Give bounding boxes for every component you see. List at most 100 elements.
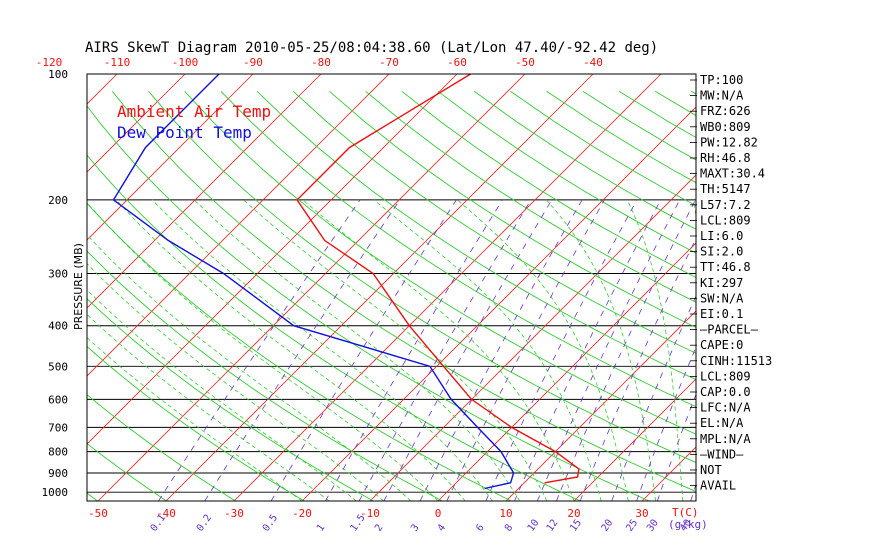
mixing-ratio-tick-label: 8 bbox=[503, 522, 515, 533]
index-label: —WIND— bbox=[700, 447, 744, 461]
isotherm-line bbox=[233, 74, 662, 501]
pressure-tick-label: 1000 bbox=[42, 486, 69, 499]
moist-adiabat-line bbox=[193, 199, 520, 501]
mixing-ratio-tick-label: 6 bbox=[474, 522, 486, 533]
bottom-temp-tick-label: 10 bbox=[499, 507, 512, 520]
index-label: L57:7.2 bbox=[700, 198, 751, 212]
dry-adiabat-line bbox=[184, 90, 696, 435]
isotherm-line bbox=[87, 74, 254, 241]
top-temp-tick-label: -100 bbox=[172, 56, 199, 69]
mixing-ratio-tick-label: 0.5 bbox=[261, 513, 280, 534]
moist-adiabat-line bbox=[545, 199, 656, 501]
dry-adiabat-line bbox=[87, 298, 374, 501]
plot-frame bbox=[86, 73, 697, 502]
index-label: KI:297 bbox=[700, 276, 743, 290]
bottom-temp-tick-label: 30 bbox=[635, 507, 648, 520]
bottom-temp-tick-label: -30 bbox=[224, 507, 244, 520]
air-temp-line bbox=[296, 74, 580, 484]
index-label: —PARCEL— bbox=[700, 323, 759, 337]
mixing-ratio-line bbox=[514, 199, 662, 501]
dry-adiabat-line bbox=[87, 345, 305, 501]
top-temp-tick-label: -60 bbox=[447, 56, 467, 69]
mixing-ratio-tick-label: 0.2 bbox=[195, 513, 214, 534]
chart-title: AIRS SkewT Diagram 2010-05-25/08:04:38.6… bbox=[85, 40, 658, 56]
isotherm-line bbox=[301, 106, 696, 501]
moist-adiabat-line bbox=[87, 289, 357, 501]
index-label: LI:6.0 bbox=[700, 229, 743, 243]
isotherm-line bbox=[87, 74, 322, 309]
mixing-ratio-unit-label: (g/kg) bbox=[668, 518, 708, 531]
index-label: MAXT:30.4 bbox=[700, 167, 765, 181]
temp-unit-label: T(C) bbox=[672, 506, 699, 519]
mixing-ratio-tick-label: 2 bbox=[373, 522, 385, 533]
mixing-ratio-line bbox=[419, 199, 583, 501]
index-label: TP:100 bbox=[700, 73, 743, 87]
dry-adiabat-line bbox=[437, 90, 696, 254]
mixing-ratio-tick-label: 10 bbox=[526, 518, 542, 534]
dry-adiabat-line bbox=[87, 154, 581, 501]
mixing-ratio-line bbox=[636, 346, 696, 501]
moist-adiabat-line bbox=[626, 199, 684, 501]
moist-adiabat-line bbox=[87, 202, 439, 501]
moist-adiabat-line bbox=[87, 336, 303, 501]
dry-adiabat-line bbox=[365, 90, 696, 303]
bottom-temp-tick-label: -20 bbox=[292, 507, 312, 520]
pressure-tick-label: 900 bbox=[48, 467, 68, 480]
bottom-temp-tick-label: -50 bbox=[88, 507, 108, 520]
bottom-temp-tick-label: 0 bbox=[435, 507, 442, 520]
mixing-ratio-line bbox=[358, 199, 532, 501]
index-label: SW:N/A bbox=[700, 291, 744, 305]
mixing-ratio-line bbox=[383, 199, 553, 501]
dry-adiabat-line bbox=[220, 90, 696, 408]
mixing-ratio-tick-label: 1 bbox=[315, 522, 327, 533]
moist-adiabat-line bbox=[151, 199, 493, 501]
top-temp-tick-label: -90 bbox=[243, 56, 263, 69]
pressure-tick-label: 800 bbox=[48, 446, 68, 459]
mixing-ratio-line bbox=[579, 237, 696, 501]
moist-adiabat-line bbox=[115, 199, 466, 501]
index-label: TH:5147 bbox=[700, 182, 751, 196]
index-label: CAPE:0 bbox=[700, 338, 743, 352]
dry-adiabat-line bbox=[87, 105, 650, 501]
index-label: LCL:809 bbox=[700, 369, 751, 383]
dry-adiabat-line bbox=[329, 90, 696, 328]
moist-adiabat-line bbox=[243, 199, 548, 501]
mixing-ratio-line bbox=[158, 199, 361, 501]
isotherm-line bbox=[778, 74, 870, 501]
top-temp-tick-label: -120 bbox=[36, 56, 63, 69]
isotherm-line bbox=[165, 74, 594, 501]
pressure-tick-label: 400 bbox=[48, 320, 68, 333]
isotherm-line bbox=[87, 74, 186, 173]
isotherm-line bbox=[87, 74, 390, 377]
moist-adiabat-line bbox=[87, 263, 384, 501]
legend-air-temp: Ambient Air Temp bbox=[117, 102, 271, 121]
bottom-temp-tick-label: 20 bbox=[567, 507, 580, 520]
dry-adiabat-line bbox=[292, 90, 696, 354]
index-label: FRZ:626 bbox=[700, 104, 751, 118]
moist-adiabat-line bbox=[302, 199, 575, 501]
mixing-ratio-line bbox=[270, 199, 457, 501]
index-label: NOT bbox=[700, 463, 722, 477]
dry-adiabat-line bbox=[148, 91, 696, 464]
dry-adiabat-line bbox=[654, 90, 696, 117]
isotherm-line bbox=[87, 74, 118, 105]
profile-lines bbox=[112, 74, 580, 490]
dry-adiabat-line bbox=[401, 90, 696, 278]
top-temp-tick-label: -50 bbox=[515, 56, 535, 69]
bottom-temp-tick-label: -40 bbox=[156, 507, 176, 520]
top-temp-tick-label: -70 bbox=[379, 56, 399, 69]
mixing-ratio-line bbox=[536, 199, 681, 501]
dry-adiabat-line bbox=[256, 90, 696, 381]
top-temp-tick-label: -80 bbox=[311, 56, 331, 69]
pressure-tick-label: 500 bbox=[48, 360, 68, 373]
mixing-ratio-tick-label: 20 bbox=[600, 518, 616, 534]
isotherm-line bbox=[369, 174, 696, 501]
moist-adiabat-line bbox=[457, 199, 629, 501]
isotherm-line bbox=[505, 310, 696, 501]
mixing-ratio-line bbox=[446, 199, 605, 501]
top-temp-tick-label: -40 bbox=[583, 56, 603, 69]
moist-adiabat-line bbox=[87, 313, 330, 501]
index-label: EI:0.1 bbox=[700, 307, 743, 321]
dew-point-line bbox=[112, 74, 515, 490]
